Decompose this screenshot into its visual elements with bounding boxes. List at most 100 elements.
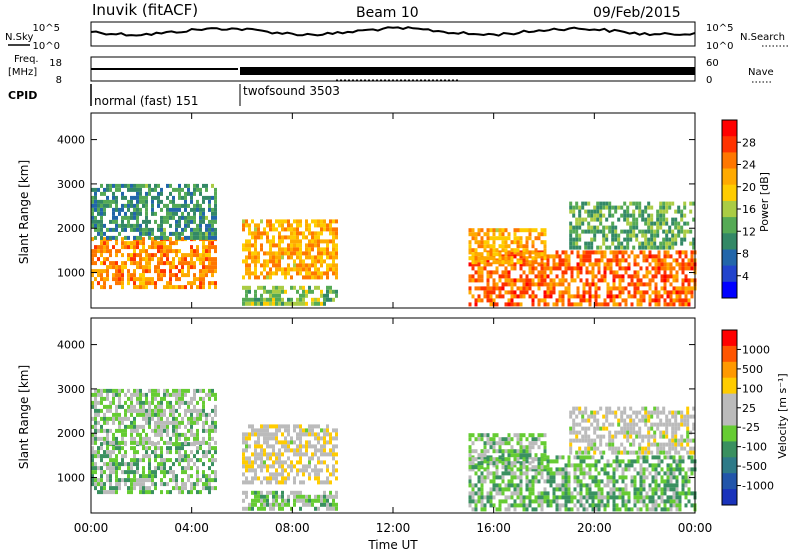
velocity-cell: [314, 468, 317, 473]
velocity-cell: [263, 494, 266, 499]
velocity-cell: [293, 498, 296, 503]
velocity-cell: [611, 434, 615, 439]
power-cell: [492, 248, 496, 253]
velocity-cell: [160, 470, 163, 475]
velocity-cell: [103, 486, 106, 491]
power-cell: [569, 241, 573, 246]
power-cell: [572, 209, 576, 214]
velocity-cell: [644, 410, 648, 415]
velocity-cell: [281, 472, 284, 477]
velocity-cell: [519, 491, 523, 496]
power-cell: [299, 239, 302, 244]
power-cell: [669, 302, 673, 307]
velocity-cell: [332, 444, 335, 449]
power-cell: [157, 203, 160, 208]
velocity-cell: [139, 474, 142, 479]
power-cell: [468, 278, 472, 283]
power-cell: [142, 183, 145, 188]
velocity-cell: [275, 428, 278, 433]
velocity-cell: [202, 450, 205, 455]
velocity-cell: [154, 420, 157, 425]
power-cell: [656, 225, 660, 230]
velocity-cell: [163, 470, 166, 475]
velocity-cell: [638, 446, 642, 451]
velocity-cell: [495, 433, 499, 438]
power-cell: [474, 240, 478, 245]
velocity-cell: [284, 448, 287, 453]
velocity-cell: [133, 420, 136, 425]
velocity-cell: [618, 459, 622, 464]
power-cell: [287, 219, 290, 224]
velocity-cell: [266, 502, 269, 507]
power-cell: [269, 267, 272, 272]
velocity-cell: [684, 503, 688, 508]
power-cell: [587, 245, 591, 250]
velocity-cell: [133, 424, 136, 429]
power-cell: [269, 301, 272, 306]
velocity-cell: [121, 454, 124, 459]
velocity-cell: [281, 452, 284, 457]
power-cell: [657, 294, 661, 299]
velocity-cell: [645, 475, 649, 480]
power-cell: [91, 281, 94, 286]
velocity-cell: [690, 459, 694, 464]
power-cell: [172, 199, 175, 204]
power-cell: [142, 285, 145, 290]
power-cell: [519, 294, 523, 299]
power-cell: [278, 267, 281, 272]
velocity-cell: [666, 495, 670, 500]
power-cell: [296, 239, 299, 244]
power-cell: [248, 247, 251, 252]
velocity-cell: [471, 499, 475, 504]
power-cell: [94, 215, 97, 220]
power-cell: [600, 250, 604, 255]
velocity-cell: [248, 444, 251, 449]
power-cell: [650, 245, 654, 250]
velocity-cell: [320, 498, 323, 503]
velocity-cell: [100, 392, 103, 397]
power-cell: [332, 231, 335, 236]
power-cell: [468, 274, 472, 279]
power-cell: [569, 221, 573, 226]
velocity-cell: [552, 495, 556, 500]
velocity-cell: [489, 495, 493, 500]
power-cell: [251, 301, 254, 306]
power-cell: [582, 258, 586, 263]
velocity-cell: [659, 450, 663, 455]
power-cell: [103, 269, 106, 274]
power-cell: [163, 261, 166, 266]
velocity-cell: [178, 462, 181, 467]
velocity-cell: [94, 482, 97, 487]
velocity-cell: [534, 465, 538, 470]
velocity-cell: [157, 400, 160, 405]
power-cell: [531, 260, 535, 265]
velocity-cell: [639, 499, 643, 504]
velocity-cell: [115, 416, 118, 421]
velocity-cell: [627, 491, 631, 496]
velocity-cell: [674, 426, 678, 431]
velocity-cell: [139, 400, 142, 405]
velocity-cell: [675, 499, 679, 504]
power-cell: [166, 195, 169, 200]
velocity-cell: [211, 428, 214, 433]
velocity-cell: [650, 422, 654, 427]
power-cell: [575, 205, 579, 210]
power-cell: [618, 274, 622, 279]
power-cell: [620, 213, 624, 218]
power-cell: [555, 298, 559, 303]
velocity-cell: [266, 440, 269, 445]
velocity-cell: [471, 495, 475, 500]
power-cell: [543, 282, 547, 287]
power-cell: [329, 219, 332, 224]
velocity-cell: [157, 412, 160, 417]
power-cell: [656, 233, 660, 238]
power-cell: [504, 274, 508, 279]
velocity-cell: [546, 479, 550, 484]
power-cell: [657, 258, 661, 263]
velocity-cell: [597, 495, 601, 500]
power-cell: [677, 229, 681, 234]
velocity-cell: [680, 442, 684, 447]
velocity-cell: [648, 495, 652, 500]
velocity-cell: [317, 460, 320, 465]
velocity-cell: [537, 457, 541, 462]
